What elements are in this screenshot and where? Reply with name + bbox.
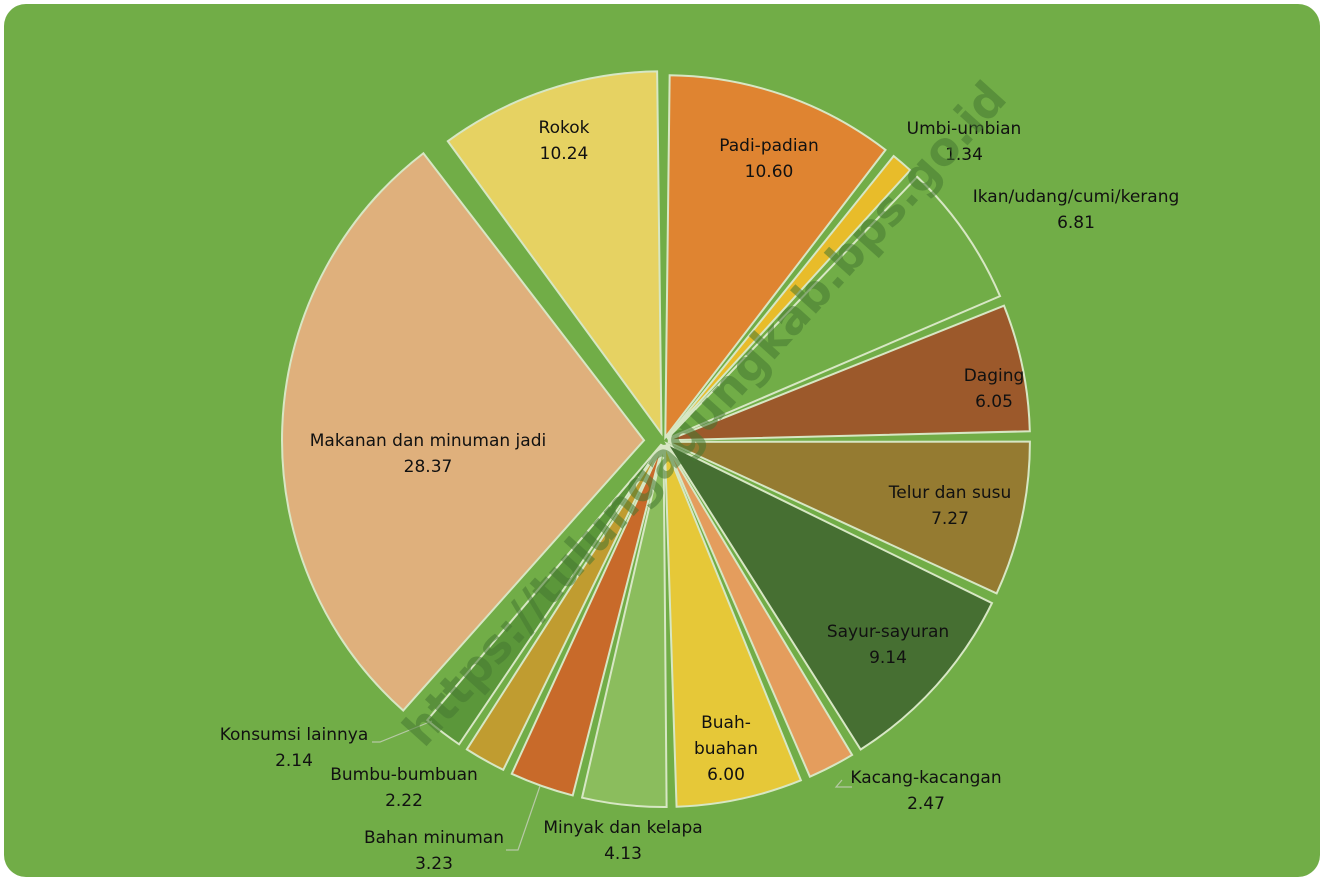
leader-line [506, 785, 541, 851]
pie-slice-umbi-umbian [665, 154, 912, 439]
slice-label: Buah-buahan 6.00 [694, 713, 758, 785]
pie-slice-ikan-udang-cumi-kerang [666, 175, 1002, 440]
pie-slice-padi-padian [664, 74, 887, 441]
slice-label: Minyak dan kelapa 4.13 [543, 818, 702, 864]
slice-label: Padi-padian 10.60 [719, 136, 818, 182]
slice-label: Daging 6.05 [964, 366, 1025, 412]
slice-label: Bumbu-bumbuan 2.22 [330, 765, 478, 811]
slice-label: Umbi-umbian 1.34 [907, 119, 1022, 165]
pie-slices [281, 70, 1031, 808]
slice-labels: Padi-padian 10.60 Umbi-umbian 1.34 Ikan/udan… [220, 118, 1180, 874]
slice-label: Ikan/udang/cumi/kerang 6.81 [973, 187, 1180, 233]
pie-slice-telur-dan-susu [667, 440, 1031, 595]
pie-slice-konsumsi-lainnya [425, 443, 663, 746]
leader-line [372, 720, 433, 743]
slice-label: Telur dan susu 7.27 [888, 483, 1012, 529]
slice-label: Bahan minuman 3.23 [364, 828, 504, 874]
pie-slice-rokok [446, 70, 663, 437]
pie-slice-minyak-dan-kelapa [580, 444, 668, 808]
leader-line [834, 779, 852, 788]
slice-label: Rokok 10.24 [539, 118, 590, 164]
pie-slice-bumbu-bumbuan [465, 443, 663, 772]
slice-label: Konsumsi lainnya 2.14 [220, 725, 369, 771]
pie-chart: Padi-padian 10.60 Umbi-umbian 1.34 Ikan/udan… [220, 70, 1180, 874]
chart-panel: Padi-padian 10.60 Umbi-umbian 1.34 Ikan/udan… [4, 4, 1320, 877]
pie-slice-kacang-kacangan [664, 444, 854, 778]
slice-label: Sayur-sayuran 9.14 [827, 622, 949, 668]
pie-slice-bahan-minuman [510, 444, 664, 797]
leader-lines [372, 720, 852, 851]
pie-slice-makanan-dan-minuman-jadi [281, 151, 646, 712]
pie-slice-daging [667, 304, 1031, 442]
slice-label: Makanan dan minuman jadi 28.37 [310, 431, 546, 477]
pie-slice-sayur-sayuran [664, 441, 994, 751]
slice-label: Kacang-kacangan 2.47 [850, 768, 1001, 814]
pie-slice-buah-buahan [663, 444, 803, 808]
